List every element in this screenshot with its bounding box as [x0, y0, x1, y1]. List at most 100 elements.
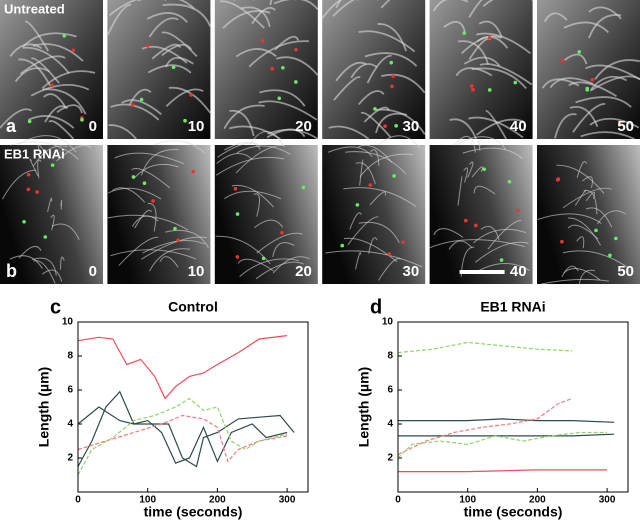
tip-marker	[560, 239, 564, 244]
filament	[60, 256, 65, 270]
y-tick-label: 10	[382, 317, 394, 328]
filament	[275, 56, 319, 76]
filament	[589, 117, 640, 129]
tip-marker	[577, 50, 582, 54]
filament	[368, 237, 378, 254]
tip-marker	[355, 203, 360, 207]
filament	[129, 88, 152, 105]
filament	[253, 193, 261, 217]
data-line	[77, 335, 288, 400]
y-tick-label: 4	[67, 419, 73, 430]
filament	[478, 20, 503, 38]
filament	[51, 223, 80, 241]
time-label: 40	[510, 263, 527, 280]
filament	[141, 45, 188, 64]
filament	[1, 169, 37, 200]
tip-marker	[26, 173, 31, 177]
filament	[231, 184, 274, 208]
filament	[580, 131, 635, 140]
tip-marker	[235, 212, 240, 216]
filament	[455, 67, 493, 77]
filament	[350, 63, 378, 79]
tip-marker	[131, 175, 136, 179]
tip-marker	[191, 169, 196, 174]
filament	[343, 187, 417, 207]
panel-letter: d	[370, 296, 382, 318]
filament	[448, 240, 473, 250]
micrograph	[0, 145, 103, 284]
filament	[562, 250, 629, 269]
filament	[10, 141, 79, 160]
filament	[24, 20, 50, 52]
filament	[149, 248, 190, 272]
data-line	[77, 406, 295, 468]
tip-marker	[27, 119, 32, 124]
filament	[259, 89, 306, 107]
filament	[328, 125, 370, 140]
filament	[161, 43, 193, 57]
filament	[541, 278, 610, 285]
filament	[358, 30, 416, 53]
time-label: 50	[617, 263, 634, 280]
filament	[134, 209, 152, 229]
filament	[576, 236, 585, 249]
tip-marker	[594, 228, 598, 233]
micrograph	[429, 145, 533, 284]
tip-marker	[171, 65, 176, 70]
filament	[457, 40, 489, 65]
row-label: Untreated	[4, 1, 65, 16]
tip-marker	[387, 252, 392, 256]
tip-marker	[294, 47, 298, 52]
filament	[487, 220, 522, 250]
y-tick-label: 10	[62, 317, 74, 328]
micrograph	[322, 0, 426, 139]
filament	[147, 64, 192, 74]
filament	[137, 0, 195, 10]
tip-marker	[183, 118, 187, 123]
filament	[343, 237, 398, 263]
filament	[133, 163, 179, 180]
filament	[563, 268, 601, 281]
filament	[248, 131, 285, 148]
filament	[475, 32, 532, 55]
tip-marker	[151, 199, 155, 203]
filament	[251, 6, 276, 25]
filament	[432, 0, 469, 12]
filament	[219, 0, 265, 29]
filament	[358, 221, 400, 243]
data-line	[397, 431, 608, 459]
filament	[272, 256, 310, 274]
filament	[485, 109, 507, 140]
filament	[107, 3, 132, 35]
filament	[17, 135, 77, 153]
filament	[375, 112, 408, 134]
tip-marker	[507, 179, 512, 184]
filament	[588, 6, 622, 20]
filament	[576, 161, 588, 178]
chart-title: EB1 RNAi	[480, 299, 545, 315]
filament	[575, 96, 632, 108]
filament	[215, 156, 285, 176]
filament	[478, 140, 481, 151]
filament	[321, 0, 359, 19]
filament	[60, 199, 63, 210]
tip-marker	[235, 255, 240, 259]
time-label: 20	[295, 263, 312, 280]
filament	[266, 128, 306, 139]
filament	[429, 239, 525, 249]
micrograph	[107, 0, 211, 139]
tip-marker	[394, 124, 398, 128]
tip-marker	[71, 48, 76, 53]
micrograph	[214, 0, 318, 139]
filament	[475, 241, 529, 263]
filament	[543, 12, 568, 22]
y-tick-label: 6	[67, 385, 73, 396]
tip-marker	[608, 253, 612, 258]
tip-marker	[301, 185, 306, 190]
filament	[235, 144, 285, 174]
filament	[108, 0, 167, 17]
filament	[327, 146, 373, 158]
filament	[380, 73, 426, 94]
filament	[229, 109, 255, 137]
tip-marker	[487, 88, 492, 92]
